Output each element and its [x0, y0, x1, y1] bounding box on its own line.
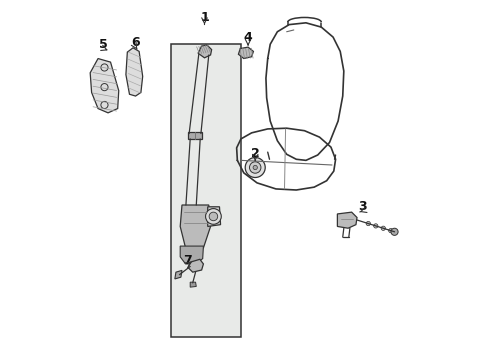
Text: 3: 3: [357, 200, 366, 213]
Circle shape: [249, 162, 261, 173]
Polygon shape: [188, 132, 202, 139]
Circle shape: [253, 165, 257, 170]
Text: 5: 5: [99, 38, 107, 51]
Text: 1: 1: [200, 11, 208, 24]
Polygon shape: [180, 246, 203, 264]
Polygon shape: [207, 207, 220, 226]
Text: 7: 7: [183, 254, 191, 267]
Text: 6: 6: [131, 36, 140, 49]
Polygon shape: [337, 212, 356, 228]
Circle shape: [244, 157, 264, 177]
Circle shape: [209, 212, 217, 221]
Polygon shape: [238, 47, 253, 59]
Text: 4: 4: [243, 31, 252, 44]
Circle shape: [388, 229, 392, 233]
Circle shape: [380, 226, 385, 230]
Bar: [171, 44, 241, 337]
Circle shape: [366, 221, 370, 226]
Polygon shape: [190, 282, 196, 287]
Circle shape: [390, 228, 397, 235]
Polygon shape: [188, 259, 203, 272]
Polygon shape: [175, 270, 182, 279]
Circle shape: [373, 224, 377, 228]
Polygon shape: [125, 48, 142, 96]
Text: 2: 2: [250, 147, 259, 160]
Polygon shape: [90, 59, 119, 113]
Circle shape: [205, 208, 221, 224]
Polygon shape: [180, 205, 210, 248]
Polygon shape: [198, 45, 211, 58]
